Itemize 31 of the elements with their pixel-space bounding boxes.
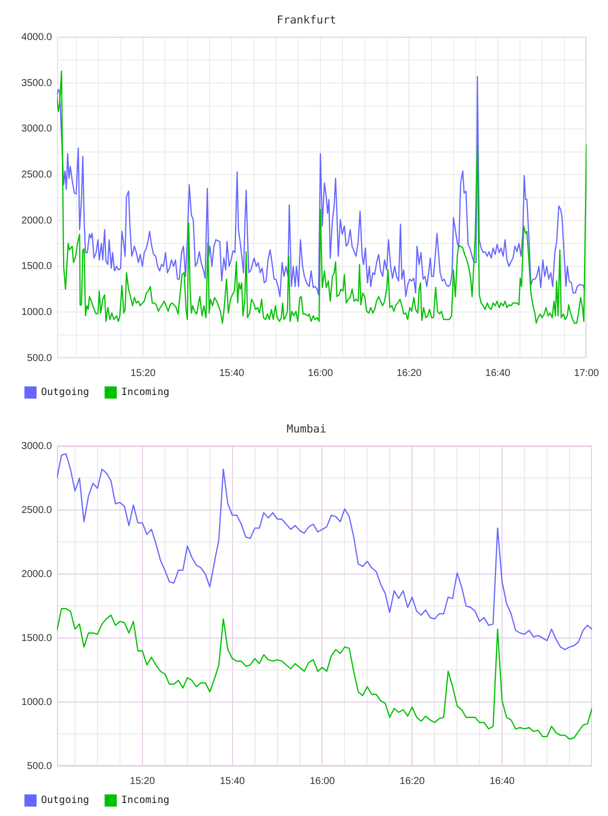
y-tick-label: 1000.0 bbox=[21, 696, 52, 708]
y-tick-label: 500.0 bbox=[26, 352, 52, 364]
y-tick-label: 4000.0 bbox=[21, 32, 52, 43]
x-tick-label: 16:40 bbox=[485, 368, 511, 379]
legend-label: Incoming bbox=[121, 795, 182, 806]
y-tick-label: 1000.0 bbox=[21, 306, 52, 318]
x-tick-label: 16:00 bbox=[310, 776, 336, 787]
y-tick-label: 1500.0 bbox=[21, 632, 52, 644]
x-tick-label: 15:20 bbox=[130, 776, 156, 787]
y-tick-label: 3500.0 bbox=[21, 78, 52, 89]
x-tick-label: 16:40 bbox=[490, 776, 516, 787]
y-tick-label: 500.0 bbox=[26, 760, 52, 772]
y-tick-label: 3000.0 bbox=[21, 124, 52, 135]
legend-label: Outgoing bbox=[41, 795, 102, 806]
x-tick-label: 15:40 bbox=[219, 368, 245, 379]
legend-label: Outgoing bbox=[41, 387, 102, 398]
x-tick-label: 15:20 bbox=[130, 368, 156, 379]
x-tick-label: 16:20 bbox=[396, 368, 422, 379]
x-tick-label: 15:40 bbox=[220, 776, 246, 787]
y-tick-label: 2000.0 bbox=[21, 215, 52, 226]
chart-title: Frankfurt bbox=[276, 13, 336, 26]
x-tick-label: 16:20 bbox=[400, 776, 426, 787]
x-tick-label: 17:00 bbox=[574, 368, 600, 379]
y-tick-label: 1500.0 bbox=[21, 261, 52, 272]
legend-label: Incoming bbox=[121, 387, 182, 398]
y-tick-label: 2000.0 bbox=[21, 568, 52, 580]
y-tick-label: 3000.0 bbox=[21, 440, 52, 452]
y-tick-label: 2500.0 bbox=[21, 504, 52, 516]
x-tick-label: 16:00 bbox=[308, 368, 334, 379]
chart-title: Mumbai bbox=[286, 422, 326, 436]
y-tick-label: 2500.0 bbox=[21, 169, 52, 180]
